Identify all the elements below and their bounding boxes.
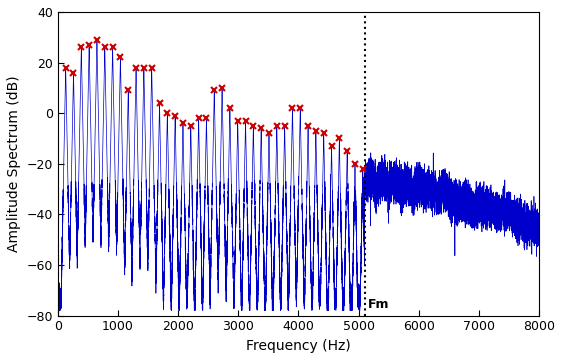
Y-axis label: Amplitude Spectrum (dB): Amplitude Spectrum (dB) xyxy=(7,76,21,252)
Text: Fm: Fm xyxy=(368,298,389,311)
X-axis label: Frequency (Hz): Frequency (Hz) xyxy=(246,339,351,353)
